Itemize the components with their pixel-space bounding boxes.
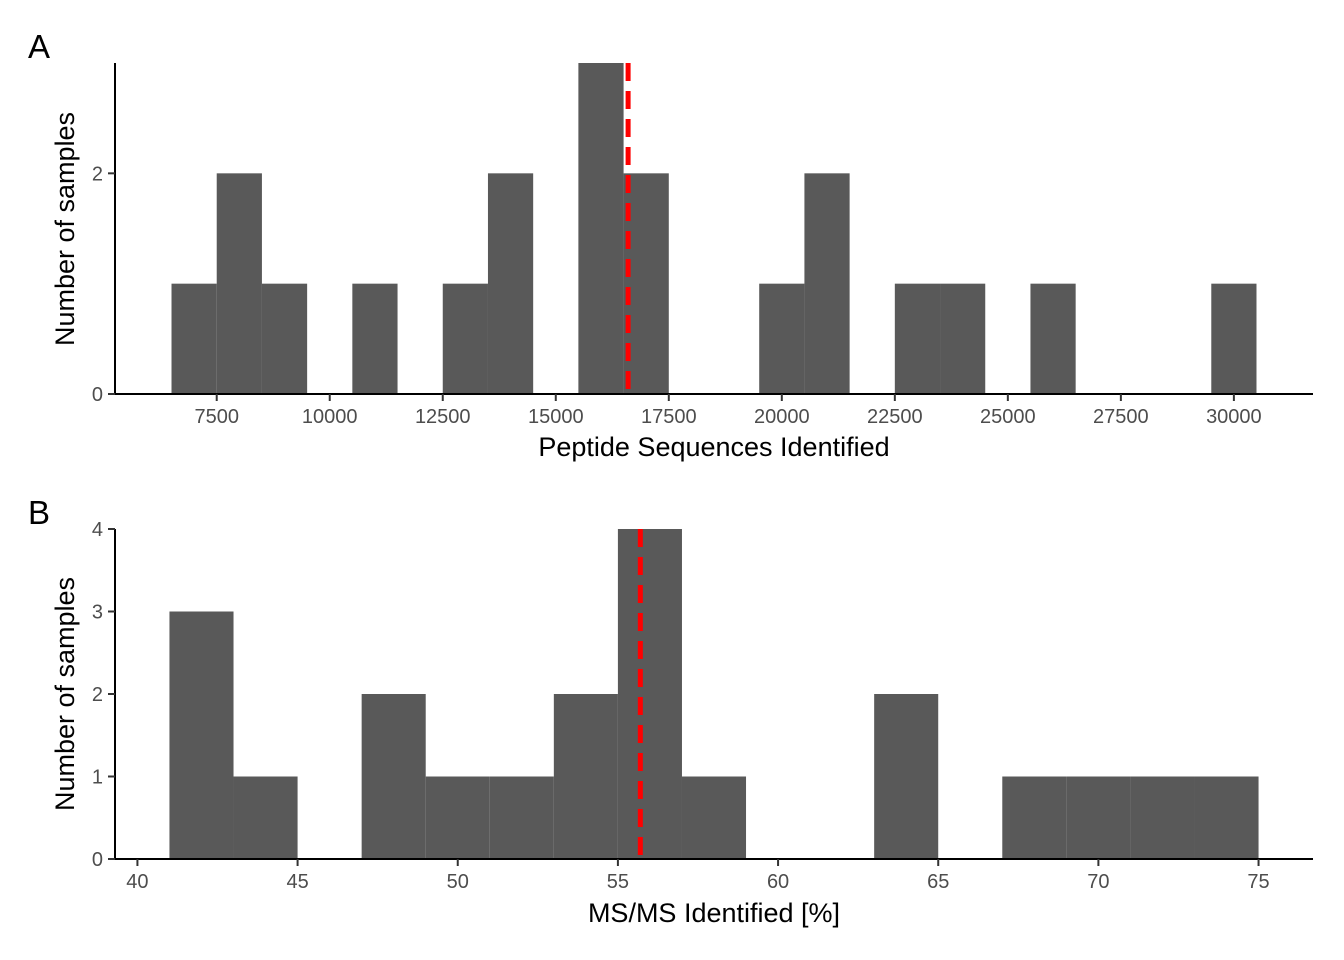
panel-a-histogram-bar-3: [352, 283, 398, 394]
panel-b-histogram-bar-8: [874, 694, 939, 859]
panel-a-x-tick-label-1: 10000: [302, 406, 358, 428]
panel-a-histogram-bar-6: [578, 63, 624, 394]
panel-a-y-tick-label-1: 2: [92, 163, 103, 185]
panel-b-y-tick-label-4: 4: [92, 519, 103, 541]
panel-a-histogram-bar-0: [171, 283, 217, 394]
panel-a-y-axis-title: Number of samples: [50, 112, 80, 346]
panel-b-x-tick-label-3: 55: [607, 871, 629, 893]
panel-b-x-tick-label-4: 60: [767, 871, 789, 893]
panel-a-histogram-bar-2: [261, 283, 308, 394]
panel-a-x-tick-label-5: 20000: [754, 406, 810, 428]
panel-a-tag: A: [28, 28, 50, 65]
panel-b-x-tick-label-6: 70: [1087, 871, 1109, 893]
panel-a-histogram-bar-10: [894, 283, 941, 394]
panel-a-x-tick-label-0: 7500: [194, 406, 239, 428]
panel-b-histogram-bar-5: [553, 694, 618, 859]
panel-b-x-tick-label-1: 45: [286, 871, 308, 893]
panel-a-histogram-bar-4: [442, 283, 488, 394]
panel-b-y-tick-label-1: 1: [92, 767, 103, 789]
panel-b-histogram-bar-11: [1130, 776, 1195, 859]
panel-b-y-tick-label-3: 3: [92, 602, 103, 624]
panel-b-histogram-bar-0: [169, 611, 234, 859]
panel-b-x-tick-label-7: 75: [1247, 871, 1269, 893]
panel-b-histogram-bar-2: [361, 694, 426, 859]
panel-a-y-tick-label-0: 0: [92, 384, 103, 406]
panel-b-histogram-bar-10: [1066, 776, 1131, 859]
panel-a-histogram-bar-8: [759, 283, 805, 394]
panel-b-histogram-bar-3: [425, 776, 490, 859]
panel-a-histogram-bar-1: [216, 173, 262, 394]
panel-b-histogram-bar-6: [617, 529, 682, 859]
panel-b-histogram-bar-12: [1194, 776, 1259, 859]
panel-b-x-axis-title: MS/MS Identified [%]: [588, 898, 840, 928]
panel-a-x-tick-label-2: 12500: [415, 406, 471, 428]
panel-a-histogram-bar-12: [1030, 283, 1076, 394]
panel-a-histogram-bar-7: [623, 173, 669, 394]
panel-b-tag: B: [28, 494, 50, 531]
panel-a-histogram-bar-11: [940, 283, 986, 394]
panel-b-histogram-bar-9: [1002, 776, 1067, 859]
panel-a-x-axis: 7500 10000 12500 15000 17500 20000 22500 25000 2…: [115, 393, 1313, 428]
panel-b-y-axis: 0 1 2 3 4: [92, 519, 116, 871]
panel-b-histogram-bar-1: [233, 776, 298, 859]
panel-b-y-tick-label-2: 2: [92, 684, 103, 706]
panel-a-x-tick-label-3: 15000: [528, 406, 584, 428]
panel-b-x-tick-label-5: 65: [927, 871, 949, 893]
panel-b-x-axis: 40 45 50 55 60 65 70 75: [115, 858, 1313, 893]
panel-a-histogram-bar-5: [487, 173, 534, 394]
panel-a-x-tick-label-8: 27500: [1093, 406, 1149, 428]
panel-b-histogram-bar-7: [681, 776, 747, 859]
panel-b-y-axis-title: Number of samples: [50, 577, 80, 811]
panel-a-histogram-bar-9: [804, 173, 850, 394]
panel-a-y-axis: 02: [92, 63, 116, 406]
panel-a-x-tick-label-4: 17500: [641, 406, 697, 428]
panel-a-x-tick-label-6: 22500: [867, 406, 923, 428]
panel-b-x-tick-label-2: 50: [447, 871, 469, 893]
panel-b-y-tick-label-0: 0: [92, 849, 103, 871]
panel-b-bars: [169, 529, 1259, 859]
panel-a-bars: [171, 63, 1257, 394]
panel-a-x-tick-label-9: 30000: [1206, 406, 1262, 428]
panel-b-x-tick-label-0: 40: [126, 871, 148, 893]
panel-a-x-tick-label-7: 25000: [980, 406, 1036, 428]
panel-a-x-axis-title: Peptide Sequences Identified: [538, 432, 889, 462]
panel-a-histogram-bar-13: [1211, 283, 1257, 394]
panel-a: A 7500 10000 12500 15000 17500 20000 22500 2500…: [28, 28, 1313, 462]
panel-b: B 40 45 50 55 60 65 70 75 0 1 2 3 4 MS/MS Identifie…: [28, 494, 1313, 928]
panel-b-histogram-bar-4: [489, 776, 554, 859]
